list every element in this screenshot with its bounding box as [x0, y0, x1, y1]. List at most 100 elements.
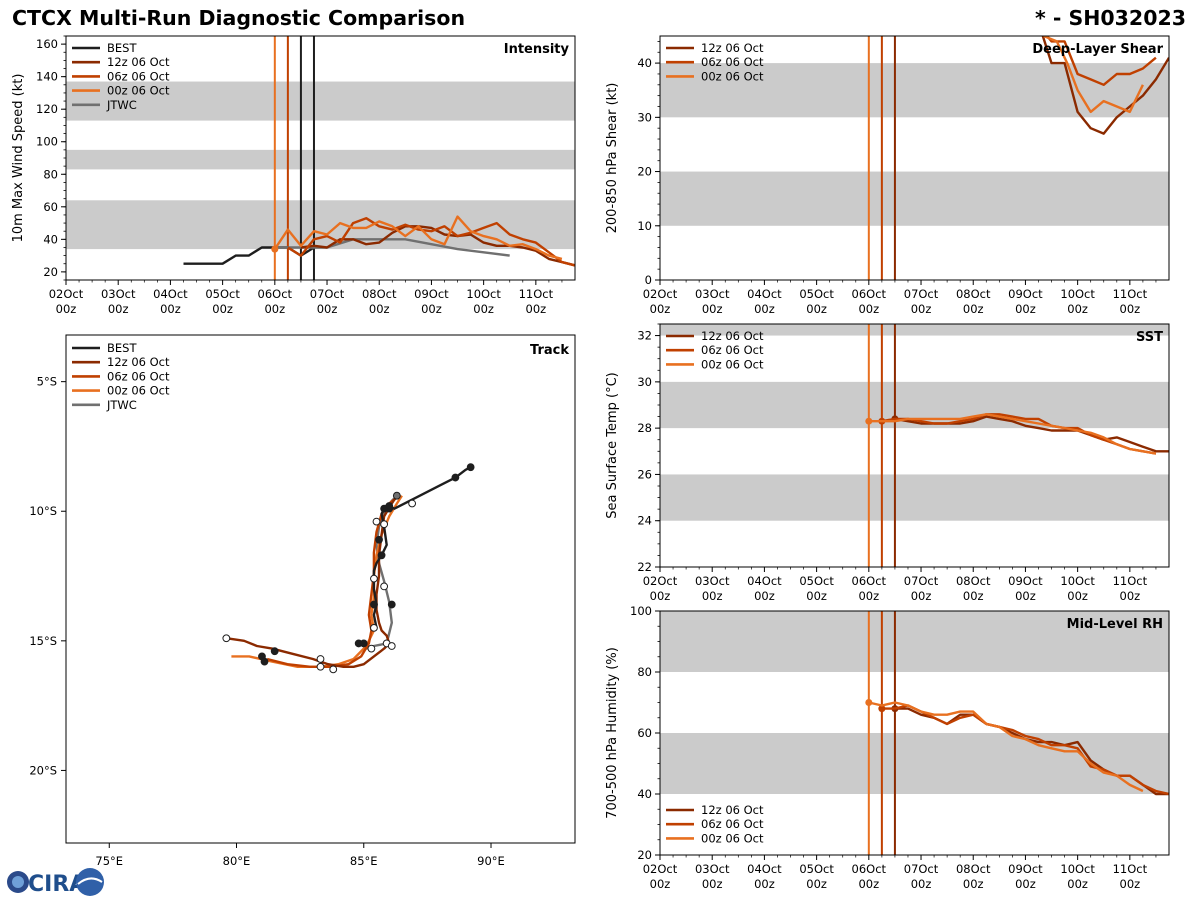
rh-ylabel: 700-500 hPa Humidity (%) — [605, 647, 620, 819]
y-tick-label: 26 — [637, 467, 652, 481]
series-line-06z-06-oct — [287, 216, 575, 267]
cira-logo-icon: CIRA — [6, 866, 106, 898]
x-tick-label: 08Oct — [362, 287, 397, 301]
series-line-00z-06-oct — [868, 701, 1144, 793]
x-tick-label: 08Oct — [956, 862, 991, 876]
rh-plot-area — [660, 611, 1169, 855]
intensity-title: Intensity — [504, 42, 570, 57]
shaded-band — [660, 171, 1169, 226]
track-point — [316, 655, 325, 663]
x-tick-sublabel: 00z — [317, 302, 338, 316]
sst-ylabel: Sea Surface Temp (°C) — [605, 372, 620, 519]
track-point — [367, 644, 376, 653]
shaded-band — [66, 81, 575, 121]
intensity-plot-area — [66, 36, 575, 280]
x-tick-label: 04Oct — [747, 287, 782, 301]
track-point — [380, 582, 389, 591]
shaded-band — [66, 149, 575, 170]
series-start-point — [865, 417, 873, 425]
track-point — [372, 517, 381, 526]
legend-entry: 00z 06 Oct — [701, 357, 764, 371]
x-tick-sublabel: 00z — [1120, 302, 1141, 316]
shear-plot-area — [660, 36, 1169, 280]
y-tick-label: 32 — [637, 329, 652, 343]
series-line-best — [183, 246, 315, 265]
x-tick-sublabel: 00z — [858, 877, 879, 891]
x-tick-label: 07Oct — [904, 287, 939, 301]
legend-entry: 06z 06 Oct — [701, 343, 764, 357]
x-tick-label: 90°E — [477, 854, 505, 868]
x-tick-sublabel: 00z — [1067, 302, 1088, 316]
x-tick-label: 11Oct — [519, 287, 554, 301]
series-line-00z-06-oct — [273, 215, 563, 261]
x-tick-label: 10Oct — [1060, 862, 1095, 876]
legend-entry: 12z 06 Oct — [701, 329, 764, 343]
x-tick-sublabel: 00z — [806, 589, 827, 603]
y-tick-label: 10 — [637, 219, 652, 233]
track-plot-area — [222, 463, 475, 674]
x-tick-sublabel: 00z — [1015, 589, 1036, 603]
track-point — [408, 499, 417, 508]
series-line-12z-06-oct — [300, 225, 575, 267]
x-tick-label: 11Oct — [1113, 574, 1148, 588]
x-tick-label: 04Oct — [747, 574, 782, 588]
track-point — [392, 491, 401, 500]
x-tick-label: 02Oct — [643, 574, 678, 588]
x-tick-sublabel: 00z — [806, 302, 827, 316]
x-tick-label: 80°E — [223, 854, 251, 868]
x-tick-sublabel: 00z — [858, 589, 879, 603]
track-point — [329, 665, 338, 674]
y-tick-label: 20°S — [29, 763, 57, 777]
x-tick-sublabel: 00z — [473, 302, 494, 316]
track-point — [451, 473, 460, 482]
y-tick-label: 10°S — [29, 504, 57, 518]
y-tick-label: 40 — [637, 56, 652, 70]
page-title: CTCX Multi-Run Diagnostic Comparison — [12, 6, 466, 30]
x-tick-label: 08Oct — [956, 574, 991, 588]
shaded-band — [660, 474, 1169, 521]
x-tick-sublabel: 00z — [754, 302, 775, 316]
y-tick-label: 100 — [36, 135, 58, 149]
x-tick-sublabel: 00z — [754, 877, 775, 891]
shear-title: Deep-Layer Shear — [1032, 42, 1163, 57]
series-start-point — [271, 245, 279, 253]
y-tick-label: 30 — [637, 375, 652, 389]
legend-entry: BEST — [107, 41, 137, 55]
series-line-06z-06-oct — [881, 704, 1169, 796]
legend-entry: 06z 06 Oct — [107, 69, 170, 83]
x-tick-sublabel: 00z — [911, 877, 932, 891]
track-frame — [65, 334, 576, 844]
x-tick-sublabel: 00z — [1015, 877, 1036, 891]
series-start-point — [865, 699, 873, 706]
y-tick-label: 22 — [637, 560, 652, 574]
x-tick-sublabel: 00z — [56, 302, 77, 316]
x-tick-label: 75°E — [95, 854, 123, 868]
sst-title: SST — [1136, 330, 1163, 345]
x-tick-sublabel: 00z — [108, 302, 129, 316]
x-tick-label: 06Oct — [852, 574, 887, 588]
track-point — [260, 657, 269, 666]
sst-panel: 22242628303202Oct00z03Oct00z04Oct00z05Oc… — [605, 323, 1170, 603]
track-point — [387, 642, 396, 650]
legend-entry: 06z 06 Oct — [107, 369, 170, 383]
track-point — [270, 647, 279, 656]
x-tick-sublabel: 00z — [650, 302, 671, 316]
y-tick-label: 80 — [43, 167, 58, 181]
track-point — [377, 551, 386, 560]
y-tick-label: 120 — [36, 102, 58, 116]
rh-title: Mid-Level RH — [1067, 617, 1163, 632]
y-tick-label: 20 — [43, 265, 58, 279]
shaded-band — [660, 733, 1169, 794]
y-tick-label: 140 — [36, 70, 58, 84]
series-line-00z-06-oct — [1043, 36, 1144, 114]
shear-panel: 01020304002Oct00z03Oct00z04Oct00z05Oct00… — [605, 35, 1170, 316]
x-tick-label: 10Oct — [466, 287, 501, 301]
track-point — [387, 600, 396, 609]
sst-frame — [659, 323, 1170, 568]
track-point — [316, 662, 325, 671]
x-tick-sublabel: 00z — [650, 877, 671, 891]
x-tick-sublabel: 00z — [1067, 877, 1088, 891]
x-tick-sublabel: 00z — [1120, 589, 1141, 603]
legend-entry: JTWC — [106, 398, 137, 412]
shear-frame — [659, 35, 1170, 281]
